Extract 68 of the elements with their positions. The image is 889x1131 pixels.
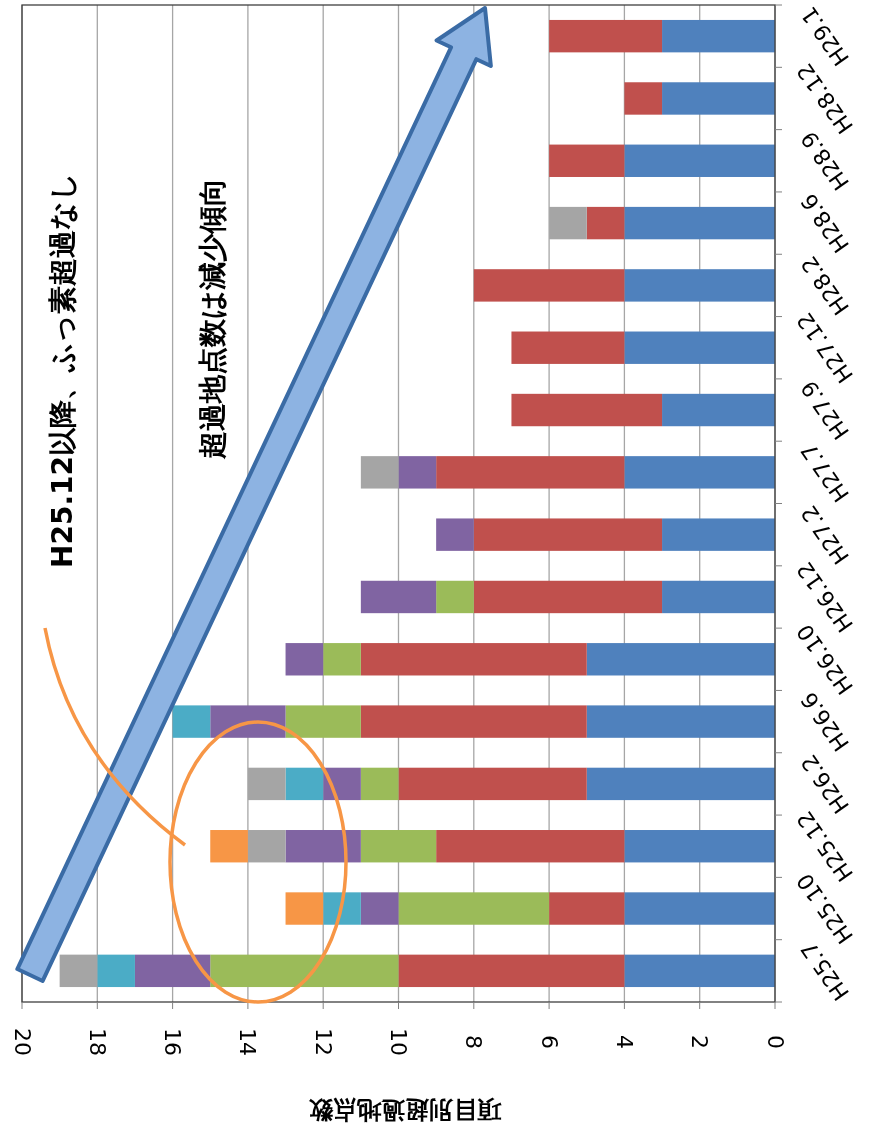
x-tick-label: 16	[160, 1028, 186, 1056]
bar	[398, 456, 437, 489]
x-tick-label: 18	[84, 1028, 110, 1056]
bar	[398, 767, 587, 801]
bar	[285, 643, 324, 676]
bar	[549, 144, 625, 177]
bar	[360, 643, 587, 676]
annotation: 超過地点数は減少傾向	[195, 177, 229, 460]
bar	[436, 518, 474, 551]
bar	[398, 892, 550, 925]
x-tick-label: 8	[461, 1035, 487, 1049]
bar	[586, 643, 775, 676]
bar	[473, 518, 663, 551]
bar	[549, 19, 663, 53]
bar	[586, 767, 775, 801]
bar	[511, 331, 625, 364]
bar	[624, 892, 775, 925]
bar	[134, 954, 211, 988]
bar	[624, 269, 775, 302]
bar	[662, 19, 775, 53]
bar	[624, 206, 775, 240]
bar	[624, 954, 775, 988]
x-axis-title: 項目別超過地点数	[308, 1096, 502, 1124]
bar	[624, 830, 775, 863]
bar	[549, 892, 625, 925]
annotation: H25.12以降、ふっ素超過なし	[45, 172, 79, 568]
bar	[360, 580, 437, 614]
bar	[436, 830, 625, 863]
bar	[285, 892, 324, 925]
bar	[285, 705, 361, 738]
bar	[662, 393, 775, 427]
bar	[172, 705, 211, 738]
bar	[473, 580, 663, 614]
bar	[436, 580, 474, 614]
bar	[398, 954, 625, 988]
x-tick-label: 12	[310, 1028, 336, 1056]
x-tick-label: 20	[9, 1028, 35, 1056]
x-tick-label: 2	[687, 1035, 713, 1049]
bar	[662, 518, 775, 551]
bar	[511, 393, 663, 427]
bar	[662, 580, 775, 614]
bar	[360, 767, 399, 801]
bar	[624, 82, 663, 115]
bar	[360, 830, 437, 863]
bar	[436, 456, 625, 489]
bar	[624, 456, 775, 489]
bar	[210, 830, 248, 863]
bar	[624, 144, 775, 177]
bar	[210, 954, 399, 988]
x-tick-label: 10	[386, 1028, 411, 1056]
bar	[323, 643, 361, 676]
bar	[323, 892, 361, 925]
bar	[662, 82, 775, 115]
x-tick-label: 6	[536, 1035, 562, 1049]
x-tick-label: 4	[611, 1035, 637, 1049]
bar	[473, 269, 625, 302]
x-tick-label: 0	[762, 1035, 788, 1049]
bar	[285, 830, 361, 863]
x-tick-label: 14	[235, 1028, 261, 1056]
bar	[59, 954, 98, 988]
bar	[624, 331, 775, 364]
bar	[586, 206, 625, 240]
bar	[586, 705, 775, 738]
bar	[323, 767, 361, 801]
bar	[285, 767, 324, 801]
bar	[360, 892, 399, 925]
bar	[360, 705, 587, 738]
bar	[97, 954, 135, 988]
